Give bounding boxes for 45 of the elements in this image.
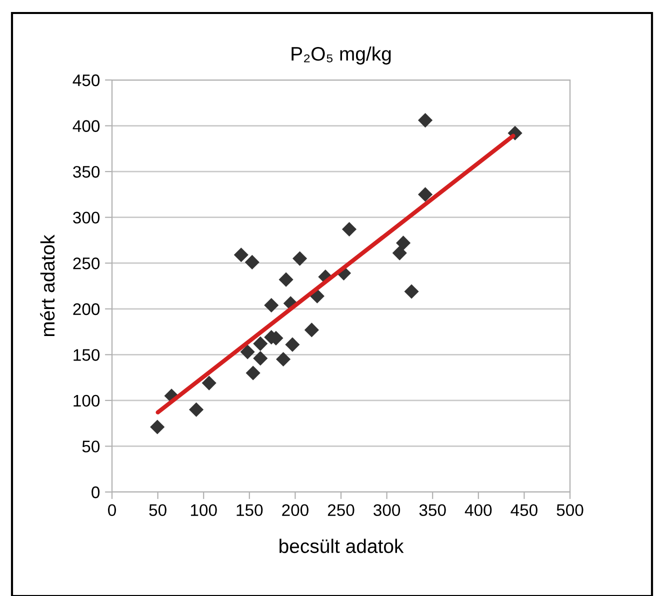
- y-tick-label: 350: [73, 166, 100, 178]
- y-axis-title: mért adatok: [40, 234, 55, 336]
- point: [264, 298, 279, 313]
- point: [150, 420, 165, 434]
- x-tick-label: 100: [190, 504, 217, 516]
- point: [292, 251, 308, 266]
- y-tick-label: 400: [72, 120, 100, 132]
- x-tick-label: 400: [464, 504, 492, 516]
- point: [278, 272, 294, 287]
- point: [276, 352, 291, 367]
- y-tick-label: 250: [73, 258, 100, 270]
- y-tick-label: 200: [73, 303, 100, 316]
- x-tick-label: 350: [419, 504, 446, 516]
- point: [304, 322, 319, 338]
- x-tick-label: 250: [328, 504, 354, 516]
- point: [244, 254, 260, 270]
- point: [285, 337, 300, 352]
- point: [418, 113, 433, 128]
- point: [396, 236, 411, 250]
- chart-title: P₂O₅ mg/kg: [292, 46, 391, 65]
- point: [234, 248, 248, 262]
- x-tick-label: 0: [108, 504, 116, 516]
- y-tick-label: 450: [72, 74, 100, 86]
- point: [404, 284, 419, 299]
- point: [240, 344, 255, 360]
- point: [253, 336, 268, 351]
- y-tick-label: 50: [82, 440, 100, 452]
- y-tick-label: 150: [74, 349, 100, 361]
- x-tick-label: 50: [149, 504, 166, 516]
- x-tick-label: 150: [236, 504, 263, 516]
- x-tick-label: 450: [510, 504, 538, 516]
- point: [246, 366, 260, 380]
- point: [418, 187, 433, 202]
- point: [342, 222, 357, 237]
- x-axis-title: becsült adatok: [280, 538, 404, 554]
- x-tick-label: 200: [282, 504, 308, 516]
- y-tick-label: 300: [73, 212, 100, 224]
- x-tick-label: 300: [374, 504, 400, 516]
- point: [188, 402, 204, 417]
- y-tick-label: 0: [92, 486, 100, 498]
- point: [392, 246, 407, 260]
- point: [253, 351, 268, 366]
- point: [202, 376, 216, 390]
- y-tick-label: 100: [74, 394, 100, 407]
- x-tick-label: 500: [556, 504, 584, 516]
